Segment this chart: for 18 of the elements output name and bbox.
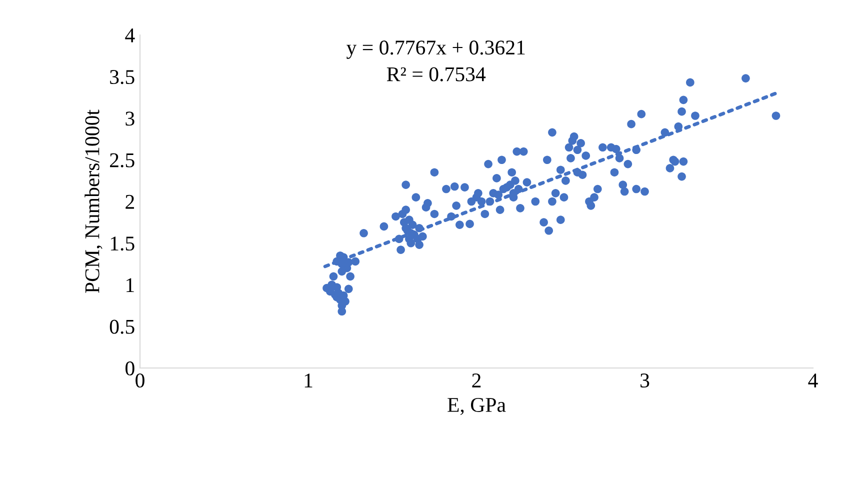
y-axis-title: PCM, Numbers/1000t (84, 110, 102, 293)
x-tick-label: 4 (808, 374, 818, 388)
x-tick-label: 2 (472, 374, 481, 388)
y-tick-label: 0 (126, 361, 134, 376)
y-tick-label: 4 (125, 28, 135, 42)
annotation: R² = 0.7534 (386, 67, 486, 82)
x-tick-label: 0 (136, 373, 144, 388)
y-tick-label: 2 (126, 194, 134, 209)
y-tick-label: 3 (126, 112, 134, 126)
y-tick-label: 0.5 (110, 320, 134, 334)
y-tick-label: 1 (126, 278, 134, 292)
x-tick-label: 1 (304, 374, 312, 388)
y-tick-label: 1.5 (110, 236, 134, 251)
annotation: y = 0.7767x + 0.3621 (346, 40, 525, 59)
y-tick-label: 2.5 (110, 153, 134, 168)
y-tick-label: 3.5 (110, 70, 134, 84)
x-axis-title: E, GPa (448, 398, 506, 415)
x-tick-label: 3 (640, 374, 650, 388)
